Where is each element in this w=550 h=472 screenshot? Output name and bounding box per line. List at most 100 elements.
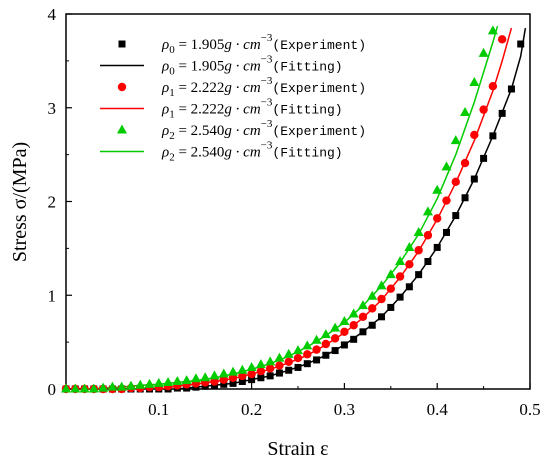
data-point bbox=[312, 345, 321, 354]
data-point bbox=[237, 364, 248, 374]
data-point bbox=[190, 373, 201, 383]
data-point bbox=[256, 366, 266, 376]
data-point bbox=[442, 196, 451, 205]
legend-entry: ρ1 = 2.222g · cm−3(Experiment) bbox=[117, 75, 366, 99]
legend: ρ0 = 1.905g · cm−3(Experiment)ρ0 = 1.905… bbox=[100, 32, 366, 164]
data-point bbox=[311, 334, 322, 344]
data-point bbox=[303, 350, 312, 359]
data-point bbox=[460, 158, 470, 168]
data-point bbox=[414, 246, 423, 255]
x-tick-label: 0.1 bbox=[148, 400, 169, 419]
data-point bbox=[368, 321, 376, 329]
data-point bbox=[404, 241, 415, 251]
data-point bbox=[413, 226, 424, 236]
data-point bbox=[488, 81, 498, 91]
data-point bbox=[219, 375, 228, 384]
data-point bbox=[238, 371, 247, 381]
data-point bbox=[330, 322, 341, 332]
data-point bbox=[218, 368, 229, 378]
legend-symbol bbox=[117, 82, 127, 92]
data-point bbox=[238, 378, 246, 385]
data-point bbox=[479, 105, 488, 114]
data-point bbox=[460, 106, 471, 116]
data-point bbox=[247, 369, 256, 379]
data-point bbox=[395, 272, 405, 281]
data-point bbox=[441, 161, 452, 171]
data-point bbox=[422, 206, 433, 216]
data-point bbox=[376, 280, 387, 290]
data-point bbox=[452, 212, 460, 220]
data-point bbox=[229, 379, 237, 387]
x-tick-label: 0.2 bbox=[241, 400, 262, 419]
data-point bbox=[349, 321, 358, 330]
data-point bbox=[153, 377, 164, 387]
data-point bbox=[461, 194, 469, 202]
data-point bbox=[163, 376, 174, 386]
data-point bbox=[313, 356, 321, 364]
data-point bbox=[405, 283, 413, 291]
data-point bbox=[220, 380, 228, 388]
x-tick-label: 0.4 bbox=[427, 400, 449, 419]
data-point bbox=[116, 381, 127, 391]
data-point bbox=[285, 366, 293, 374]
data-point bbox=[378, 313, 386, 321]
data-point bbox=[368, 304, 377, 313]
data-point bbox=[340, 327, 349, 337]
data-point bbox=[125, 380, 136, 390]
data-point bbox=[293, 353, 303, 363]
data-point bbox=[358, 312, 368, 322]
data-point bbox=[480, 154, 488, 162]
data-point bbox=[321, 339, 331, 349]
data-point bbox=[209, 370, 220, 380]
data-point bbox=[442, 228, 450, 236]
data-point bbox=[357, 300, 368, 310]
data-point bbox=[478, 47, 489, 57]
data-point bbox=[423, 231, 433, 240]
data-point bbox=[274, 352, 285, 362]
data-point bbox=[275, 361, 284, 370]
data-point bbox=[181, 375, 192, 385]
data-point bbox=[469, 76, 480, 86]
data-point bbox=[275, 369, 283, 377]
data-point bbox=[322, 351, 330, 359]
data-point bbox=[451, 177, 460, 187]
data-point bbox=[255, 359, 266, 369]
legend-symbol bbox=[117, 124, 127, 134]
data-point bbox=[265, 364, 275, 373]
data-point bbox=[88, 383, 99, 393]
data-point bbox=[377, 294, 386, 304]
y-axis-title: Stress σ/(MPa) bbox=[9, 142, 31, 262]
data-point bbox=[257, 374, 265, 382]
data-point bbox=[265, 356, 276, 366]
data-point bbox=[283, 348, 294, 358]
legend-entry: ρ2 = 2.540g · cm−3(Experiment) bbox=[117, 118, 366, 142]
data-point bbox=[386, 284, 395, 293]
data-point bbox=[396, 293, 404, 301]
data-point bbox=[367, 290, 378, 300]
legend-label: ρ2 = 2.540g · cm−3(Experiment) bbox=[161, 118, 366, 142]
legend-label: ρ0 = 1.905g · cm−3(Experiment) bbox=[161, 32, 366, 56]
data-point bbox=[395, 256, 406, 265]
data-point bbox=[350, 335, 358, 343]
data-point bbox=[246, 361, 257, 371]
data-point bbox=[302, 340, 313, 350]
data-point bbox=[405, 260, 414, 269]
data-point bbox=[303, 360, 311, 368]
y-tick-label: 1 bbox=[48, 286, 57, 305]
legend-label: ρ0 = 1.905g · cm−3(Fitting) bbox=[161, 54, 343, 78]
x-tick-label: 0.5 bbox=[519, 400, 540, 419]
data-point bbox=[385, 269, 396, 279]
data-point bbox=[348, 308, 359, 318]
data-point bbox=[433, 214, 442, 223]
data-point bbox=[432, 184, 443, 194]
legend-label: ρ1 = 2.222g · cm−3(Fitting) bbox=[161, 97, 343, 121]
data-point bbox=[107, 381, 118, 391]
y-tick-label: 4 bbox=[48, 5, 57, 24]
data-point bbox=[228, 373, 238, 382]
legend-entry: ρ0 = 1.905g · cm−3(Fitting) bbox=[100, 54, 343, 78]
data-point bbox=[450, 135, 461, 145]
data-point bbox=[248, 376, 256, 384]
data-point bbox=[489, 132, 497, 140]
x-tick-label: 0.3 bbox=[334, 400, 355, 419]
